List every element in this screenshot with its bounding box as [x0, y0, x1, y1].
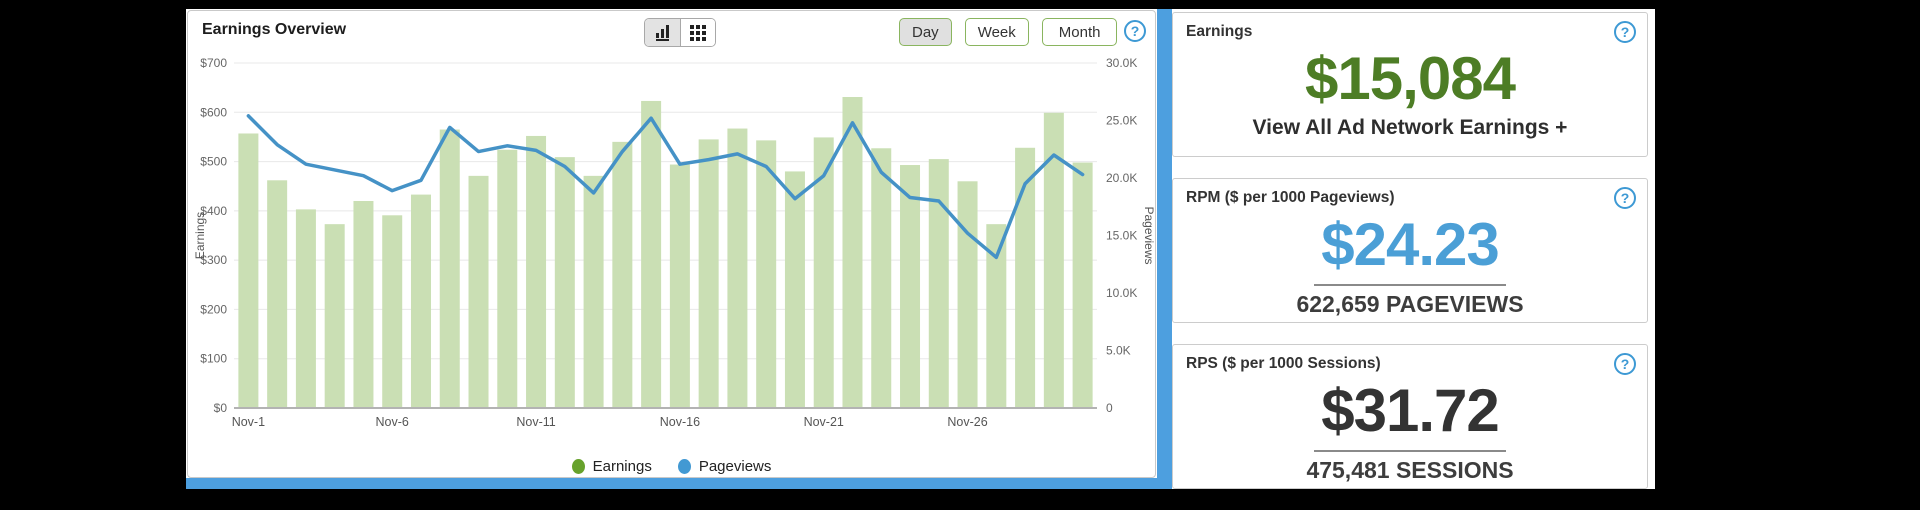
- chart-legend: Earnings Pageviews: [188, 458, 1155, 475]
- earnings-bar-Nov-7: [410, 194, 431, 408]
- rpm-card-title: RPM ($ per 1000 Pageviews): [1186, 189, 1395, 206]
- earnings-bar-Nov-24: [900, 165, 921, 408]
- month-button[interactable]: Month: [1041, 18, 1118, 46]
- earnings-bar-Nov-30: [1072, 162, 1093, 408]
- earnings-bar-Nov-23: [871, 148, 892, 408]
- range-button-group: Day Week Month: [899, 18, 1118, 46]
- left-axis-tick: $500: [200, 155, 227, 169]
- earnings-bar-Nov-21: [813, 137, 834, 408]
- right-axis-tick: 20.0K: [1106, 171, 1137, 185]
- bar-chart-icon: [656, 24, 669, 41]
- right-axis-tick: 5.0K: [1106, 344, 1131, 358]
- earnings-bar-Nov-26: [957, 181, 978, 408]
- page-background-gap: [1157, 9, 1172, 489]
- left-axis-tick: $400: [200, 204, 227, 218]
- earnings-bar-Nov-3: [295, 209, 316, 408]
- earnings-bar-Nov-25: [928, 159, 949, 408]
- left-axis-tick: $0: [214, 401, 228, 415]
- earnings-pageviews-chart: $0 $100 $200 $300 $400 $500 $600 $700 0 5.0K 10.0K…: [193, 56, 1156, 429]
- earnings-bar-Nov-2: [267, 180, 288, 408]
- rps-card: RPS ($ per 1000 Sessions) ? $31.72 475,4…: [1172, 344, 1648, 489]
- earnings-bar-Nov-16: [669, 164, 690, 408]
- earnings-bar-Nov-5: [353, 201, 374, 408]
- earnings-bar-Nov-19: [756, 140, 777, 408]
- left-axis-tick: $200: [200, 302, 227, 316]
- earnings-card: Earnings ? $15,084 View All Ad Network E…: [1172, 12, 1648, 157]
- right-axis-tick: 15.0K: [1106, 229, 1137, 243]
- earnings-bar-Nov-10: [497, 149, 518, 408]
- metric-cards-column: Earnings ? $15,084 View All Ad Network E…: [1172, 12, 1648, 510]
- grid-view-button[interactable]: [680, 19, 715, 46]
- rps-help-icon[interactable]: ?: [1614, 353, 1636, 375]
- earnings-bar-Nov-20: [784, 171, 805, 408]
- x-axis-tick: Nov-11: [516, 415, 555, 429]
- rpm-help-icon[interactable]: ?: [1614, 187, 1636, 209]
- legend-label-earnings: Earnings: [592, 458, 652, 475]
- earnings-bar-Nov-6: [382, 215, 403, 408]
- rpm-card: RPM ($ per 1000 Pageviews) ? $24.23 622,…: [1172, 178, 1648, 323]
- chart-panel-header: Earnings Overview Day Week Month ?: [188, 11, 1155, 51]
- earnings-bar-Nov-22: [842, 97, 863, 408]
- earnings-bar-Nov-28: [1015, 147, 1036, 408]
- sessions-count: 475,481 SESSIONS: [1306, 457, 1514, 483]
- left-axis-tick: $700: [200, 56, 227, 70]
- earnings-legend-dot-icon: [571, 459, 585, 474]
- earnings-bar-Nov-4: [324, 224, 345, 408]
- earnings-bar-Nov-14: [612, 141, 633, 408]
- earnings-bar-Nov-1: [238, 133, 259, 408]
- x-axis-tick: Nov-26: [947, 415, 987, 429]
- earnings-help-icon[interactable]: ?: [1614, 21, 1636, 43]
- dashboard-content: Earnings Overview Day Week Month ? $0 $10…: [186, 9, 1655, 489]
- week-button[interactable]: Week: [964, 18, 1029, 46]
- rps-card-title: RPS ($ per 1000 Sessions): [1186, 355, 1381, 372]
- pageviews-count: 622,659 PAGEVIEWS: [1296, 291, 1524, 317]
- earnings-card-title: Earnings: [1186, 23, 1253, 40]
- earnings-bar-Nov-18: [727, 128, 748, 409]
- earnings-bar-Nov-17: [698, 139, 719, 408]
- x-axis-tick: Nov-16: [660, 415, 700, 429]
- rpm-divider: [1314, 284, 1506, 286]
- chart-view-toggle: [644, 18, 716, 47]
- earnings-total-value: $15,084: [1305, 45, 1516, 112]
- earnings-bar-Nov-29: [1043, 112, 1064, 409]
- rps-divider: [1314, 450, 1506, 452]
- earnings-bar-Nov-12: [554, 157, 575, 408]
- left-axis-tick: $300: [200, 253, 227, 267]
- right-axis-tick: 30.0K: [1106, 56, 1137, 70]
- right-axis-title: Pageviews: [1142, 206, 1156, 264]
- left-axis-tick: $600: [200, 105, 227, 119]
- right-axis-tick: 25.0K: [1106, 114, 1137, 128]
- earnings-bar-Nov-9: [468, 175, 489, 408]
- page-title: Earnings Overview: [202, 21, 347, 38]
- right-axis-tick: 0: [1106, 401, 1113, 415]
- rps-value: $31.72: [1321, 377, 1500, 444]
- legend-label-pageviews: Pageviews: [698, 458, 772, 475]
- grid-icon: [690, 24, 706, 41]
- x-axis-tick: Nov-6: [376, 415, 409, 429]
- bar-chart-view-button[interactable]: [645, 19, 680, 46]
- pageviews-line: [246, 114, 1085, 260]
- legend-item-pageviews: Pageviews: [677, 458, 772, 475]
- chart-help-icon[interactable]: ?: [1124, 20, 1146, 42]
- earnings-bar-Nov-8: [439, 129, 460, 408]
- view-all-ad-network-earnings-link[interactable]: View All Ad Network Earnings +: [1252, 116, 1568, 139]
- rpm-value: $24.23: [1321, 211, 1500, 278]
- x-axis-tick: Nov-1: [232, 415, 265, 429]
- pageviews-legend-dot-icon: [677, 459, 691, 474]
- earnings-bar-Nov-13: [583, 175, 604, 408]
- x-axis-tick: Nov-21: [804, 415, 844, 429]
- page-background-gap-bottom: [186, 478, 1157, 489]
- earnings-bar-Nov-11: [526, 135, 547, 408]
- left-axis-title: Earnings: [193, 212, 207, 259]
- left-axis-tick: $100: [200, 352, 227, 366]
- day-button[interactable]: Day: [899, 18, 952, 46]
- legend-item-earnings: Earnings: [571, 458, 652, 475]
- right-axis-tick: 10.0K: [1106, 286, 1137, 300]
- earnings-overview-panel: Earnings Overview Day Week Month ? $0 $10…: [187, 10, 1156, 478]
- earnings-bar-Nov-27: [986, 224, 1007, 408]
- earnings-bar-Nov-15: [641, 100, 662, 408]
